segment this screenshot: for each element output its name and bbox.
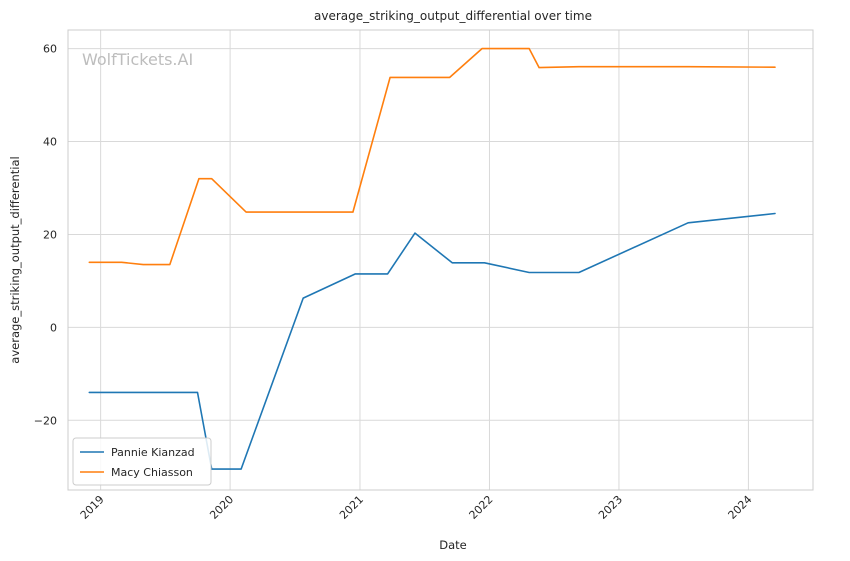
- series-line-macy-chiasson: [88, 47, 776, 266]
- y-tick-label: 0: [50, 321, 57, 334]
- x-axis-title: Date: [439, 538, 467, 552]
- y-tick-label: 20: [43, 228, 57, 241]
- y-tick-label: 40: [43, 136, 57, 149]
- legend-label-macy-chiasson: Macy Chiasson: [111, 466, 193, 479]
- plot-area: [67, 29, 814, 491]
- series-layer: [88, 47, 776, 470]
- legend: Pannie Kianzad Macy Chiasson: [72, 437, 212, 486]
- watermark: WolfTickets.AI: [82, 50, 193, 69]
- y-tick-label: 60: [43, 43, 57, 56]
- y-tick-label: −20: [34, 414, 57, 427]
- series-line-pannie-kianzad: [88, 212, 776, 470]
- y-axis-title: average_striking_output_differential: [8, 156, 22, 363]
- chart-title: average_striking_output_differential ove…: [314, 9, 592, 23]
- grid: [68, 30, 813, 490]
- legend-box: [72, 437, 212, 486]
- y-axis-ticks: 60 40 20 0 −20: [34, 43, 57, 428]
- legend-label-pannie-kianzad: Pannie Kianzad: [111, 446, 195, 459]
